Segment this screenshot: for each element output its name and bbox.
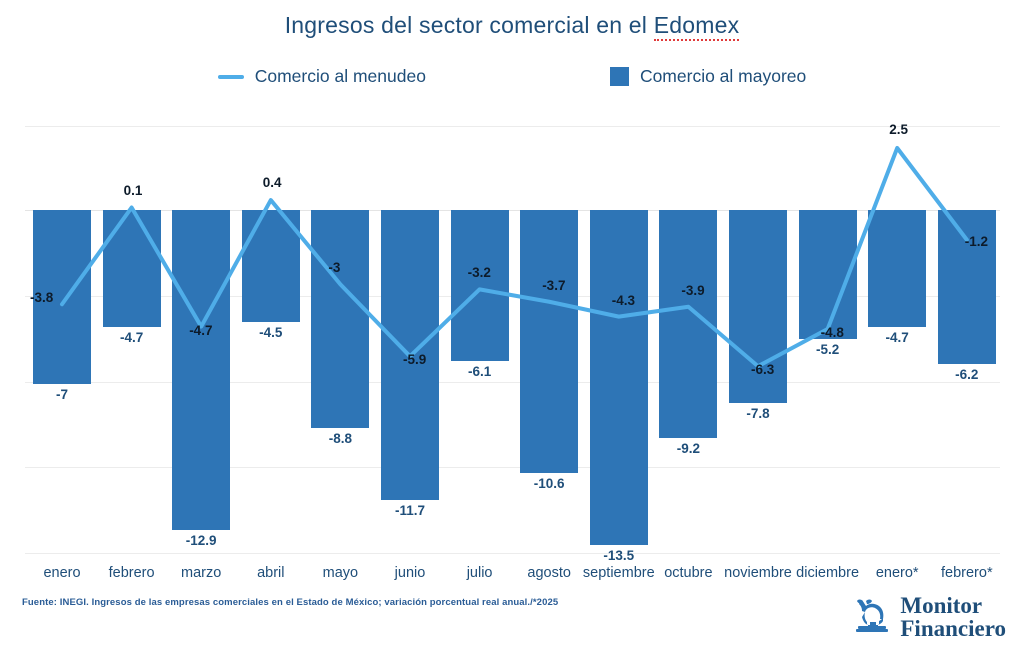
x-tick-febrero-est: febrero* (941, 565, 993, 581)
line-value-label: -3.7 (542, 277, 566, 293)
line-value-label: 0.4 (262, 175, 282, 191)
bar-noviembre[interactable] (729, 210, 787, 404)
page-title-text: Ingresos del sector comercial en el (284, 12, 654, 38)
x-tick-junio: junio (394, 565, 426, 581)
bar-value-label: -13.5 (603, 547, 635, 563)
bar-febrero[interactable] (102, 210, 161, 327)
bar-enero-est[interactable] (868, 210, 927, 327)
gridline (25, 553, 1000, 555)
bar-value-label: -5.2 (815, 341, 840, 357)
legend-label-menudeo: Comercio al menudeo (254, 66, 426, 86)
line-value-label: -4.8 (820, 325, 844, 341)
page-title-highlight: Edomex (653, 12, 740, 41)
zero-baseline (25, 210, 1000, 211)
bar-febrero-est[interactable] (937, 210, 996, 364)
legend-label-mayoreo: Comercio al mayoreo (639, 66, 807, 86)
bar-value-label: -10.6 (533, 475, 565, 491)
bull-statue-icon (853, 597, 893, 638)
line-value-label: -6.3 (751, 362, 775, 378)
chart-legend: Comercio al menudeo Comercio al mayoreo (0, 66, 1024, 87)
line-value-label: -1.2 (964, 233, 989, 249)
line-value-label: -3.8 (30, 290, 54, 306)
line-value-label: -3.9 (681, 282, 705, 298)
gridline (25, 125, 1000, 127)
bar-value-label: -4.7 (119, 329, 144, 345)
x-tick-septiembre: septiembre (582, 565, 655, 581)
brand-logo-line2: Financiero (900, 616, 1006, 641)
x-tick-diciembre: diciembre (796, 565, 860, 581)
x-tick-enero-est: enero* (875, 565, 919, 581)
brand-logo-line1: Monitor (900, 593, 983, 618)
line-value-label: -3 (328, 260, 341, 276)
x-tick-mayo: mayo (322, 565, 359, 581)
line-path (60, 146, 969, 369)
bar-value-label: -9.2 (676, 441, 701, 457)
bar-value-label: -4.5 (259, 324, 283, 340)
x-tick-abril: abril (257, 565, 285, 581)
x-tick-octubre: octubre (664, 565, 713, 581)
bar-value-label: -11.7 (394, 503, 426, 519)
line-value-label: -3.2 (467, 265, 491, 281)
gridline (25, 381, 1000, 383)
bar-mayo[interactable] (311, 210, 370, 429)
bar-swatch-icon (609, 67, 629, 86)
x-tick-julio: julio (466, 565, 493, 581)
x-axis: enero febrero marzo abril mayo junio julio agos… (0, 565, 1024, 587)
bar-value-label: -4.7 (885, 329, 909, 345)
page-title: Ingresos del sector comercial en el Edom… (0, 12, 1024, 41)
source-note: Fuente: INEGI. Ingresos de las empresas … (22, 597, 559, 608)
bar-value-label: -7.8 (746, 406, 770, 422)
line-value-label: 2.5 (889, 122, 908, 137)
bar-julio[interactable] (450, 210, 509, 362)
line-swatch-icon (217, 74, 244, 79)
x-tick-marzo: marzo (181, 565, 222, 581)
bar-value-label: -8.8 (328, 431, 353, 447)
bar-marzo[interactable] (172, 210, 231, 530)
legend-item-menudeo[interactable]: Comercio al menudeo (217, 66, 426, 87)
bar-value-label: -6.1 (467, 364, 492, 380)
x-tick-febrero: febrero (108, 565, 155, 581)
gridline (25, 467, 1000, 469)
line-value-label: -4.7 (189, 322, 213, 338)
x-tick-enero: enero (43, 565, 81, 581)
line-value-label: -5.9 (403, 352, 427, 368)
bar-agosto[interactable] (520, 210, 579, 473)
bar-value-label: -7 (55, 386, 68, 402)
brand-logo-text: Monitor Financiero (900, 594, 1006, 640)
line-value-label: -4.3 (611, 292, 636, 308)
bar-value-label: -6.2 (955, 366, 979, 382)
bar-septiembre[interactable] (589, 210, 648, 545)
line-value-label: 0.1 (123, 182, 143, 198)
bar-value-label: -12.9 (185, 532, 217, 548)
legend-item-mayoreo[interactable]: Comercio al mayoreo (609, 66, 807, 87)
x-tick-agosto: agosto (527, 565, 571, 581)
bar-enero[interactable] (33, 210, 91, 384)
bar-abril[interactable] (241, 210, 300, 322)
brand-logo: Monitor Financiero (853, 594, 1006, 640)
x-tick-noviembre: noviembre (724, 565, 792, 581)
